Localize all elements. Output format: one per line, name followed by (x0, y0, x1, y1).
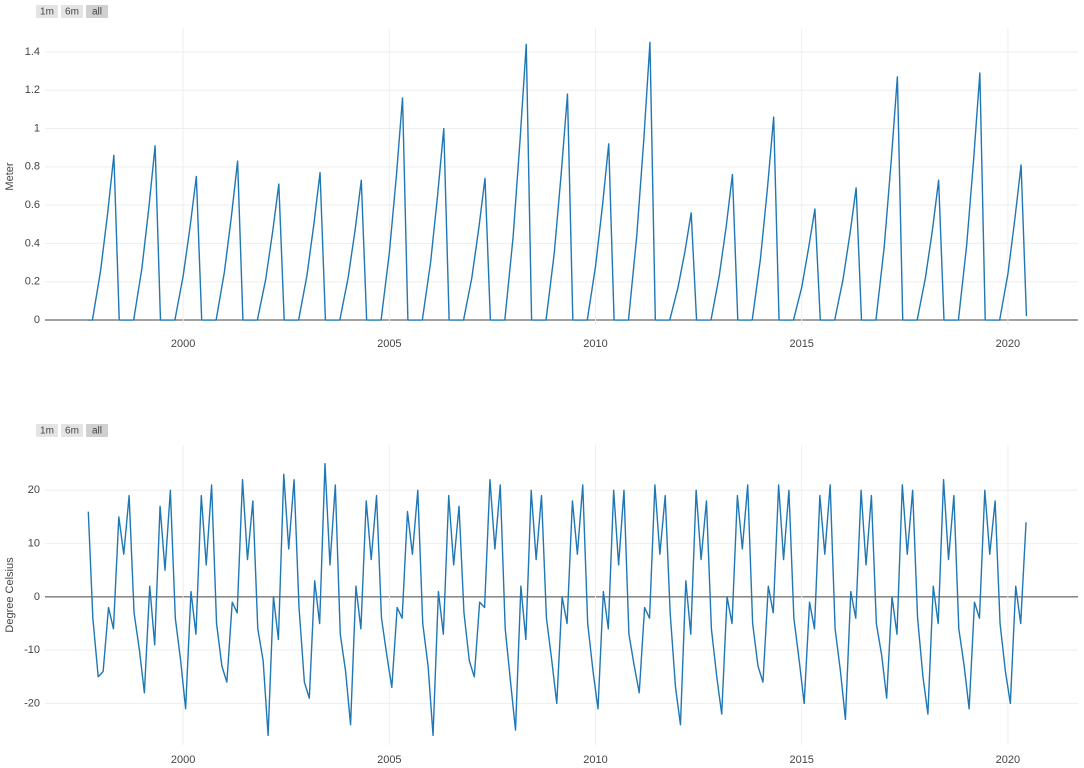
y-tick-label: 10 (28, 537, 40, 549)
data-line (88, 41, 1028, 321)
x-tick-label: 2020 (996, 754, 1020, 766)
range-button[interactable] (86, 5, 108, 18)
y-axis-title: Degree Celsius (4, 557, 16, 633)
x-tick-label: 2015 (789, 338, 813, 350)
y-tick-label: 20 (28, 484, 40, 496)
y-tick-label: 1.4 (25, 46, 40, 58)
range-button-label[interactable]: 6m (65, 426, 79, 437)
x-tick-label: 2000 (171, 754, 195, 766)
y-tick-label: 1.2 (25, 84, 40, 96)
x-tick-label: 2010 (583, 338, 607, 350)
range-button-label[interactable]: 6m (65, 7, 79, 18)
y-axis-title: Meter (4, 162, 16, 190)
y-tick-label: 0.8 (25, 161, 40, 173)
x-tick-label: 2020 (996, 338, 1020, 350)
x-tick-label: 2005 (377, 754, 401, 766)
x-tick-label: 2015 (789, 754, 813, 766)
range-button-label[interactable]: 1m (40, 426, 54, 437)
y-tick-label: 0 (34, 591, 40, 603)
x-tick-label: 2000 (171, 338, 195, 350)
y-tick-label: 1 (34, 122, 40, 134)
range-button[interactable] (86, 424, 108, 437)
x-tick-label: 2005 (377, 338, 401, 350)
y-tick-label: 0 (34, 314, 40, 326)
y-tick-label: 0.4 (25, 237, 40, 249)
range-button[interactable] (36, 424, 58, 437)
data-line (87, 462, 1027, 737)
y-tick-label: 0.2 (25, 276, 40, 288)
range-button[interactable] (61, 5, 83, 18)
range-button-label[interactable]: all (92, 7, 102, 18)
range-button[interactable] (61, 424, 83, 437)
range-button-label[interactable]: 1m (40, 7, 54, 18)
y-tick-label: -20 (24, 697, 40, 709)
x-tick-label: 2010 (583, 754, 607, 766)
y-tick-label: 0.6 (25, 199, 40, 211)
range-button-label[interactable]: all (92, 426, 102, 437)
range-button[interactable] (36, 5, 58, 18)
y-tick-label: -10 (24, 644, 40, 656)
